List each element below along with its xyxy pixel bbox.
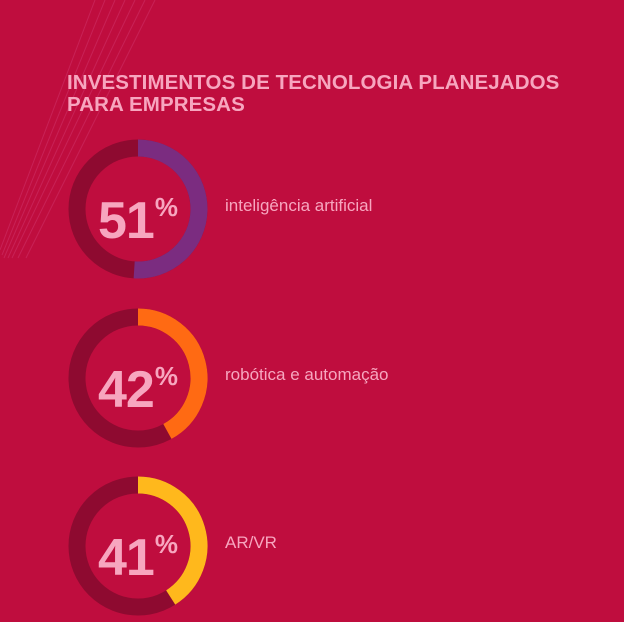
donut-row-robotics: 42% robótica e automação: [62, 302, 562, 452]
label-robotics: robótica e automação: [225, 365, 389, 384]
label-ai: inteligência artificial: [225, 196, 373, 215]
donut-arc-robotics: [137, 308, 208, 439]
percent-value-arvr: 41%: [98, 529, 178, 587]
donut-row-ai: 51% inteligência artificial: [62, 133, 562, 283]
donut-chart-ai: [68, 139, 208, 279]
decorative-lines: [0, 0, 156, 259]
donut-chart-robotics: [68, 308, 208, 448]
donut-arc-arvr: [137, 476, 208, 605]
percent-value-robotics: 42%: [98, 361, 178, 419]
label-arvr: AR/VR: [225, 533, 277, 552]
donut-row-arvr: 41% AR/VR: [62, 470, 562, 620]
percent-value-ai: 51%: [98, 192, 178, 250]
donut-arc-ai: [133, 139, 208, 279]
chart-title: INVESTIMENTOS DE TECNOLOGIA PLANEJADOS P…: [67, 71, 560, 116]
donut-chart-arvr: [68, 476, 208, 616]
